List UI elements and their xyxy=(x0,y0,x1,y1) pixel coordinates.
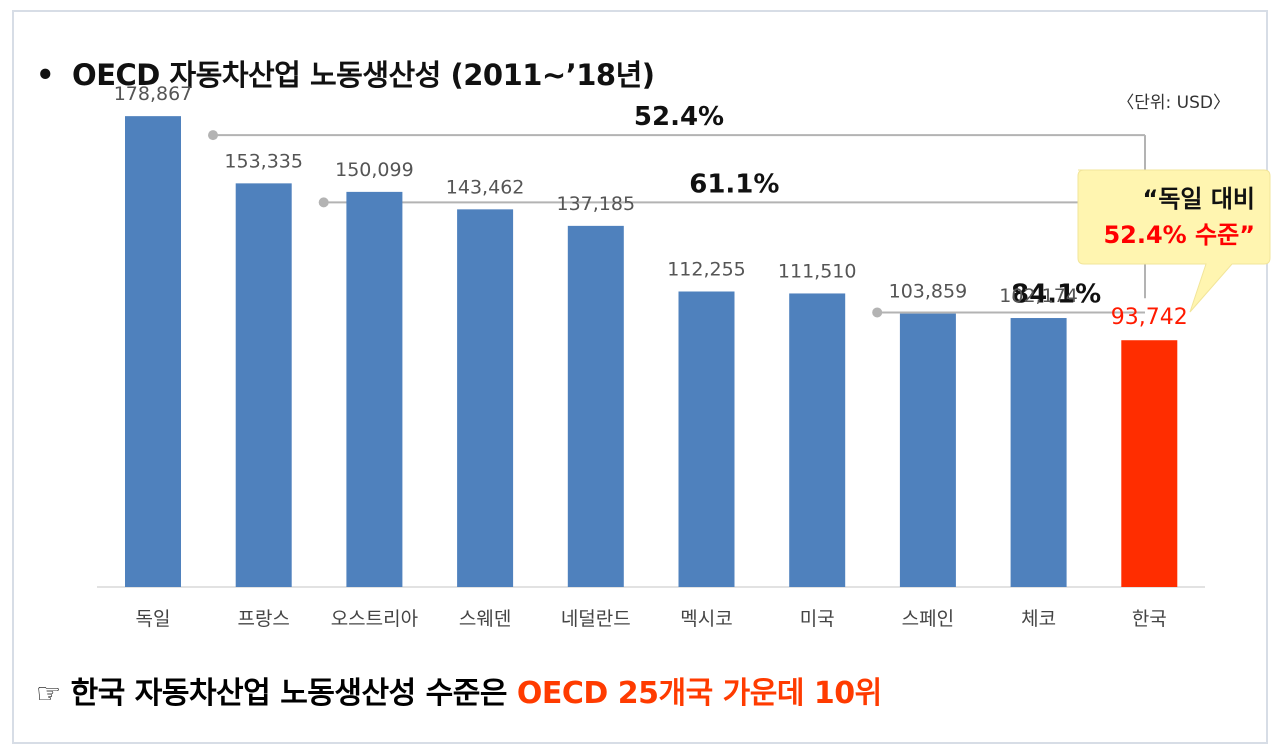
pointing-hand-icon: ☞ xyxy=(36,677,61,710)
x-tick-label: 멕시코 xyxy=(680,608,732,630)
chart-title: • OECD 자동차산업 노동생산성 (2011~’18년) xyxy=(36,52,655,94)
data-label: 178,867 xyxy=(114,83,193,105)
x-tick-label: 스페인 xyxy=(902,608,954,630)
bar xyxy=(567,225,624,587)
bottom-summary: ☞ 한국 자동차산업 노동생산성 수준은 OECD 25개국 가운데 10위 xyxy=(36,668,882,712)
bar xyxy=(125,116,181,587)
bar xyxy=(1121,340,1178,587)
bar xyxy=(678,291,735,587)
x-tick-label: 네덜란드 xyxy=(561,608,631,630)
callout-bubble: “독일 대비 52.4% 수준” xyxy=(1077,169,1271,313)
unit-label: 〈단위: USD〉 xyxy=(1117,93,1230,113)
x-tick-label: 오스트리아 xyxy=(331,608,418,630)
data-label: 112,255 xyxy=(667,258,746,280)
data-label: 143,462 xyxy=(446,176,525,198)
summary-highlight: OECD 25개국 가운데 10위 xyxy=(516,676,882,711)
bar xyxy=(235,183,292,588)
bar xyxy=(789,293,846,587)
data-label: 137,185 xyxy=(557,193,636,215)
bar xyxy=(899,313,956,587)
x-tick-label: 독일 xyxy=(136,608,171,630)
data-label: 150,099 xyxy=(335,159,414,181)
data-label: 103,859 xyxy=(889,281,968,303)
chart-title-text: OECD 자동차산업 노동생산성 (2011~’18년) xyxy=(72,58,655,92)
bullet: • xyxy=(36,58,55,92)
bracket-label: 61.1% xyxy=(689,169,779,199)
bracket-label: 84.1% xyxy=(1011,279,1101,309)
bar xyxy=(346,191,403,588)
x-tick-label: 프랑스 xyxy=(237,608,289,630)
bracket-label: 52.4% xyxy=(634,102,724,132)
bar xyxy=(457,209,514,587)
data-label: 153,335 xyxy=(224,150,303,172)
data-label: 102,174 xyxy=(999,285,1078,307)
data-label: 93,742 xyxy=(1111,305,1188,330)
summary-text: 한국 자동차산업 노동생산성 수준은 xyxy=(70,676,517,711)
data-label: 111,510 xyxy=(778,260,857,282)
x-tick-label: 한국 xyxy=(1132,608,1167,630)
callout-line1: “독일 대비 xyxy=(1143,185,1255,213)
x-tick-label: 미국 xyxy=(800,608,835,630)
x-tick-label: 스웨덴 xyxy=(459,608,511,630)
callout-line2: 52.4% 수준” xyxy=(1103,221,1255,249)
bar xyxy=(1010,318,1067,587)
x-tick-label: 체코 xyxy=(1021,608,1056,630)
